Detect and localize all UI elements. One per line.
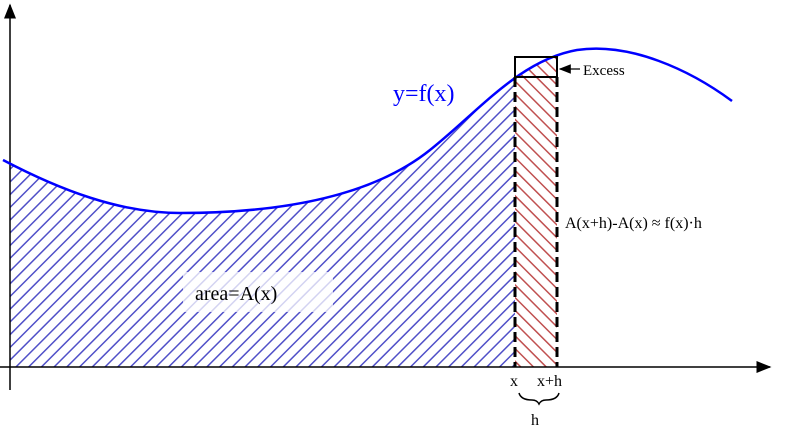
area-label-bg <box>183 272 333 312</box>
x-tick-label: x <box>510 373 518 390</box>
xh-tick-label: x+h <box>537 373 562 390</box>
area-label: area=A(x) <box>195 283 277 305</box>
excess-label: Excess <box>583 63 625 79</box>
curve-f <box>2 47 733 215</box>
curve-label: y=f(x) <box>393 81 455 107</box>
h-label: h <box>531 412 539 429</box>
strip-hatch <box>515 48 557 367</box>
excess-box <box>514 56 558 78</box>
difference-label: A(x+h)-A(x) ≈ f(x)·h <box>565 215 702 232</box>
h-brace <box>518 392 560 406</box>
